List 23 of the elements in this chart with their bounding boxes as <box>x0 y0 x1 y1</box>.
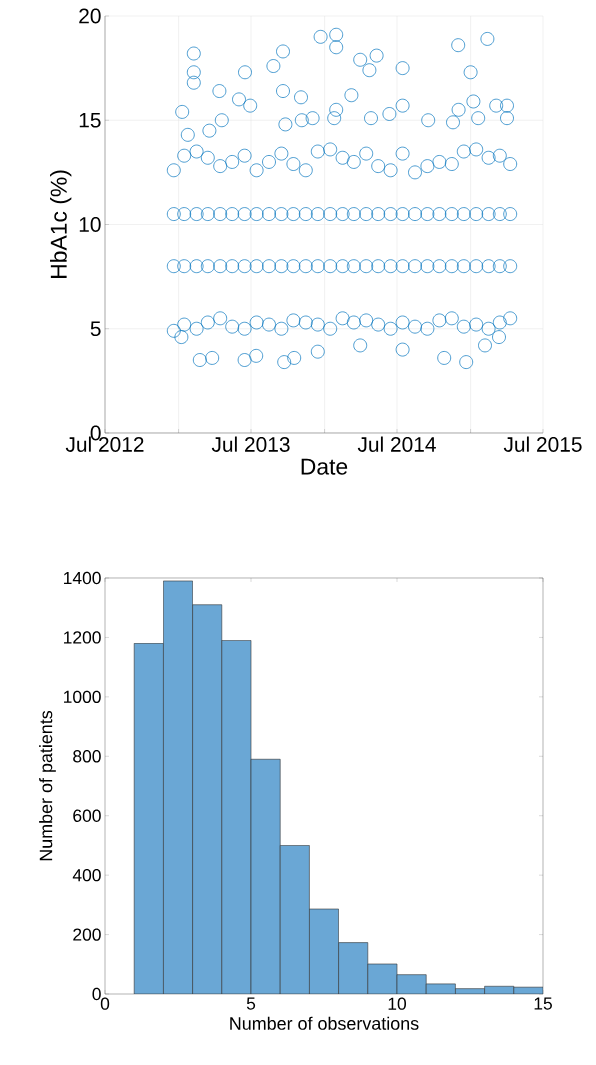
y-axis-title: Number of patients <box>39 710 56 861</box>
y-tick-label: 600 <box>73 809 101 822</box>
y-tick-label: 0 <box>92 987 101 1001</box>
y-tick-label: 800 <box>73 750 101 763</box>
y-tick-label: 5 <box>90 321 101 337</box>
x-tick-label: 5 <box>246 997 256 1010</box>
y-tick-label: 10 <box>79 217 101 232</box>
y-tick-label: 1200 <box>64 631 101 644</box>
x-tick-label: 15 <box>534 997 552 1010</box>
y-tick-label: 400 <box>72 868 101 882</box>
x-axis-title: Number of observations <box>230 1016 419 1030</box>
y-tick-label: 15 <box>79 112 101 128</box>
x-tick-label: Jul 2013 <box>211 436 290 452</box>
x-tick-label: 10 <box>388 997 407 1010</box>
x-axis-title: Date <box>301 458 348 475</box>
y-tick-label: 20 <box>79 8 101 24</box>
y-tick-label: 200 <box>73 928 101 941</box>
y-tick-label: 1000 <box>64 690 101 704</box>
x-tick-label: 0 <box>100 997 110 1010</box>
x-tick-label: Jul 2014 <box>357 436 436 452</box>
y-tick-label: 1400 <box>64 571 101 585</box>
y-axis-title: HbA1c (%) <box>50 170 72 279</box>
x-tick-label: Jul 2015 <box>503 436 582 452</box>
